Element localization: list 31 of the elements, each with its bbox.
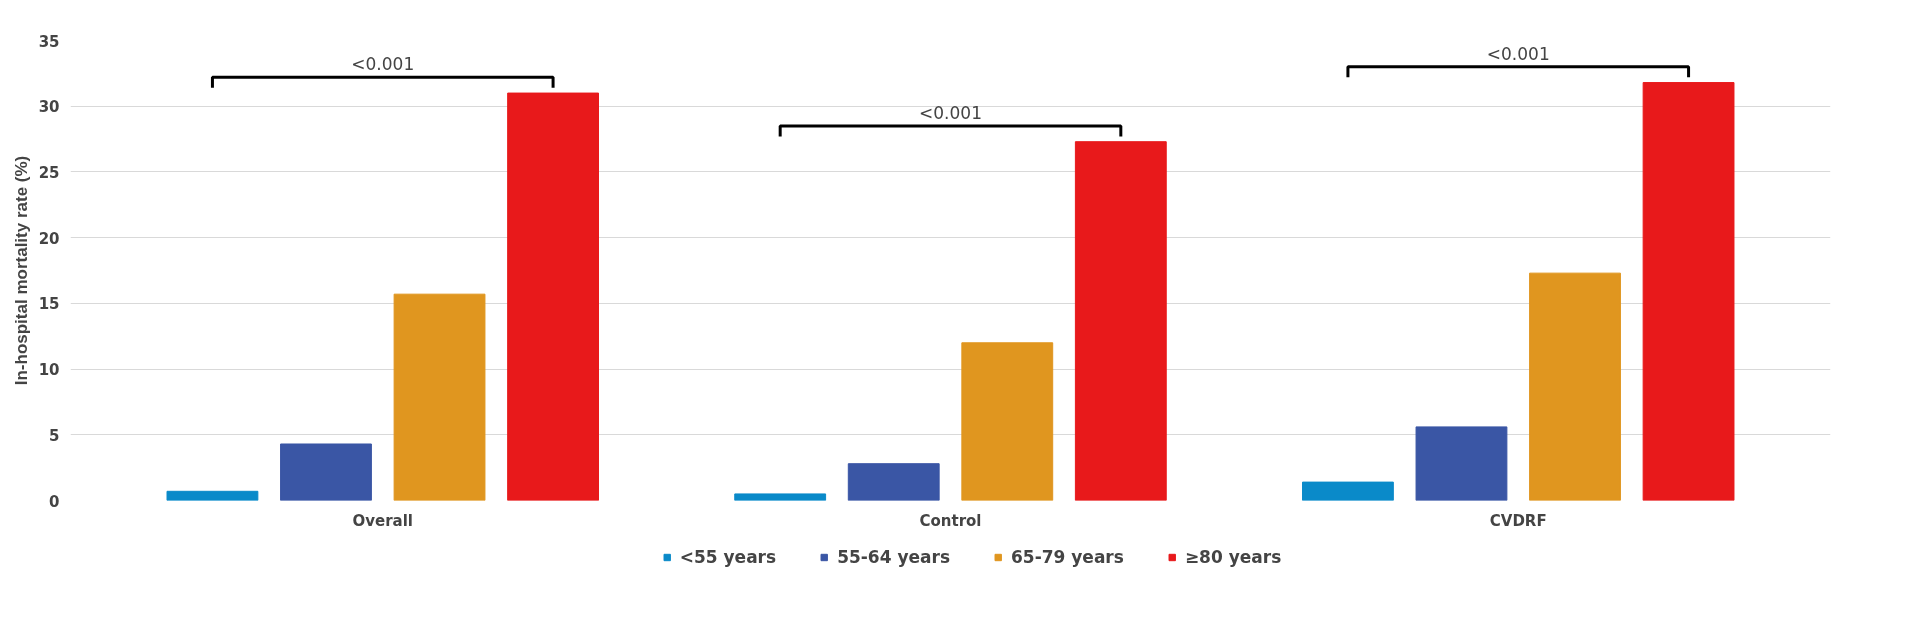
- y-axis-title: In-hospital mortality rate (%): [11, 155, 31, 386]
- bar: [166, 490, 259, 501]
- bar: [1529, 272, 1621, 501]
- legend-label: <55 years: [679, 547, 777, 567]
- legend-label: ≥80 years: [1184, 547, 1282, 567]
- bar: [961, 342, 1054, 501]
- bar: [734, 493, 827, 501]
- annotation: <0.001: [919, 102, 982, 123]
- y-tick-label: 5: [49, 426, 60, 445]
- x-tick-label: Control: [919, 511, 982, 530]
- bar: [280, 443, 372, 501]
- annotation: <0.001: [1486, 43, 1550, 64]
- x-tick-label: Overall: [352, 511, 414, 530]
- bar: [1074, 141, 1167, 501]
- bar: [1302, 481, 1394, 501]
- y-tick-label: 35: [38, 32, 60, 51]
- x-tick-label: CVDRF: [1489, 511, 1547, 530]
- y-tick-label: 20: [38, 229, 60, 248]
- y-tick-label: 30: [38, 98, 60, 117]
- y-tick-label: 10: [38, 361, 60, 380]
- y-tick-label: 15: [38, 295, 60, 314]
- bar: [507, 92, 599, 501]
- legend-label: 65-79 years: [1011, 547, 1124, 567]
- legend-label: 55-64 years: [837, 547, 950, 567]
- annotation: <0.001: [351, 54, 415, 75]
- bar: [393, 293, 486, 501]
- y-tick-label: 0: [49, 492, 60, 511]
- bar: [1415, 426, 1508, 501]
- bar: [1642, 82, 1735, 501]
- bar: [847, 463, 940, 501]
- y-tick-label: 25: [38, 163, 60, 182]
